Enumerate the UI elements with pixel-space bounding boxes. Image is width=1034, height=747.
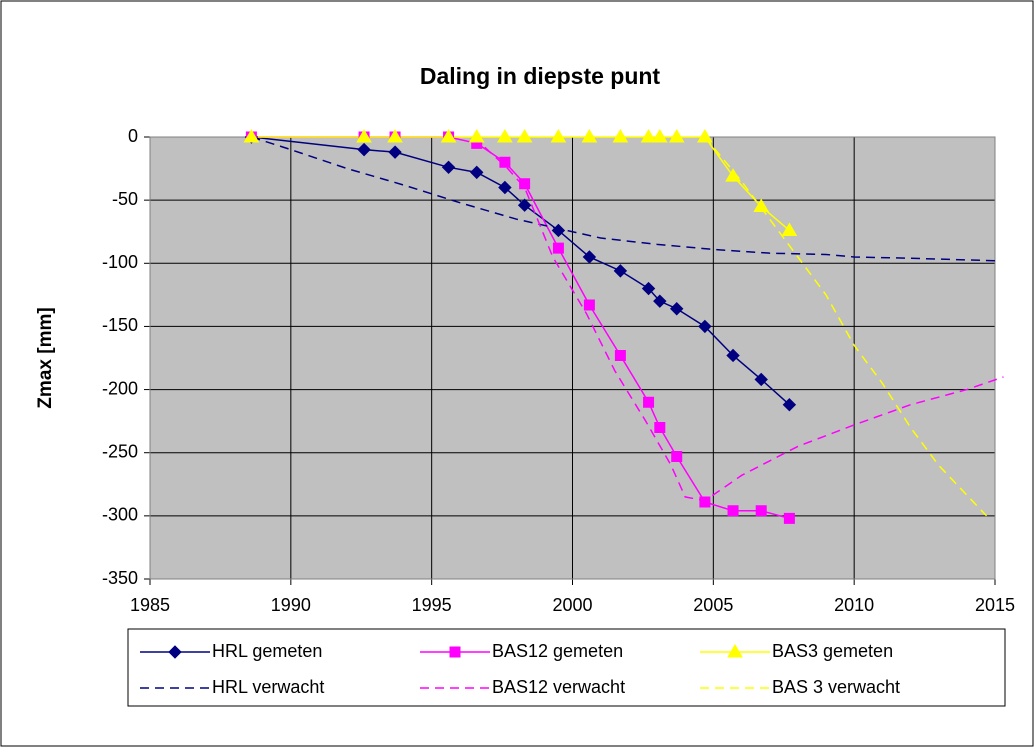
- y-tick-label: -50: [112, 189, 138, 209]
- marker: [727, 505, 739, 517]
- x-tick-label: 1985: [130, 595, 170, 615]
- marker: [468, 129, 485, 143]
- x-tick-label: 1990: [271, 595, 311, 615]
- marker: [653, 294, 667, 308]
- legend-label: HRL gemeten: [212, 641, 322, 661]
- marker: [388, 145, 402, 159]
- series-line: [473, 136, 1004, 502]
- marker: [582, 250, 597, 264]
- marker: [497, 129, 513, 143]
- marker: [654, 421, 666, 433]
- legend-box: [127, 628, 1006, 707]
- marker: [668, 129, 685, 143]
- y-tick-label: -200: [102, 378, 138, 398]
- marker: [449, 646, 461, 658]
- marker: [651, 129, 668, 143]
- marker: [470, 165, 484, 180]
- marker: [550, 129, 567, 143]
- marker: [670, 302, 684, 316]
- marker: [699, 496, 711, 508]
- y-tick-label: -150: [102, 315, 138, 335]
- marker: [356, 129, 372, 143]
- marker: [499, 156, 511, 168]
- marker: [671, 451, 683, 463]
- marker: [168, 645, 182, 659]
- marker: [498, 180, 512, 195]
- x-tick-label: 2010: [834, 595, 874, 615]
- marker: [387, 129, 403, 143]
- y-tick-label: 0: [128, 126, 138, 146]
- legend-label: BAS12 gemeten: [492, 641, 623, 661]
- marker: [552, 242, 564, 254]
- marker: [440, 129, 457, 143]
- marker: [519, 178, 531, 190]
- y-tick-label: -100: [102, 252, 138, 272]
- marker: [643, 396, 655, 408]
- marker: [782, 398, 797, 412]
- legend-label: BAS3 gemeten: [772, 641, 893, 661]
- marker: [641, 281, 656, 296]
- y-tick-label: -350: [102, 568, 138, 588]
- marker: [697, 129, 713, 143]
- marker: [754, 372, 768, 387]
- marker: [357, 142, 371, 157]
- legend-label: BAS12 verwacht: [492, 677, 625, 697]
- x-tick-label: 2015: [975, 595, 1015, 615]
- marker: [755, 505, 767, 517]
- marker: [640, 129, 657, 143]
- x-tick-label: 2005: [693, 595, 733, 615]
- y-tick-label: -250: [102, 441, 138, 461]
- marker: [581, 129, 598, 143]
- marker: [726, 348, 740, 363]
- marker: [441, 160, 456, 175]
- series-line: [704, 136, 988, 517]
- marker: [516, 129, 533, 143]
- marker: [243, 129, 260, 143]
- marker: [725, 168, 741, 182]
- legend-label: BAS 3 verwacht: [772, 677, 900, 697]
- x-tick-label: 1995: [412, 595, 452, 615]
- marker: [517, 198, 532, 212]
- marker: [781, 222, 798, 236]
- series-line: [251, 136, 996, 262]
- marker: [583, 299, 595, 311]
- marker: [614, 349, 626, 361]
- legend-label: HRL verwacht: [212, 677, 324, 697]
- marker: [698, 319, 712, 334]
- marker: [551, 223, 566, 238]
- x-tick-label: 2000: [552, 595, 592, 615]
- marker: [612, 129, 629, 143]
- y-axis-label: Zmax [mm]: [35, 307, 56, 408]
- chart-title: Daling in diepste punt: [420, 63, 661, 89]
- marker: [727, 644, 743, 658]
- marker: [613, 264, 628, 278]
- y-tick-label: -300: [102, 505, 138, 525]
- marker: [783, 512, 795, 524]
- marker: [753, 198, 770, 212]
